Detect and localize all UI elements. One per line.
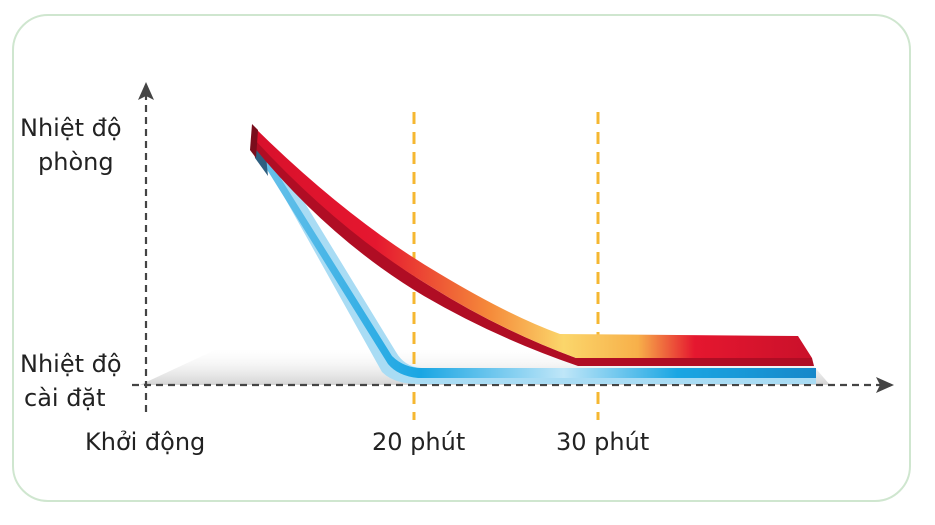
warm-curve-dark: [253, 126, 814, 366]
y-axis-arrow-icon: [138, 82, 154, 100]
warm-curve-edge: [250, 124, 258, 158]
start-label: Khởi động: [85, 428, 205, 456]
diagram-frame: [12, 14, 911, 502]
minute-30-label: 30 phút: [556, 428, 649, 456]
warm-curve: [253, 126, 812, 358]
room-temp-label-line2: phòng: [38, 148, 114, 176]
set-temp-label-line2: cài đặt: [24, 384, 106, 412]
x-axis-arrow-icon: [876, 377, 894, 393]
minute-20-label: 20 phút: [372, 428, 465, 456]
set-temp-label-line1: Nhiệt độ: [20, 350, 122, 378]
room-temp-label-line1: Nhiệt độ: [20, 114, 122, 142]
